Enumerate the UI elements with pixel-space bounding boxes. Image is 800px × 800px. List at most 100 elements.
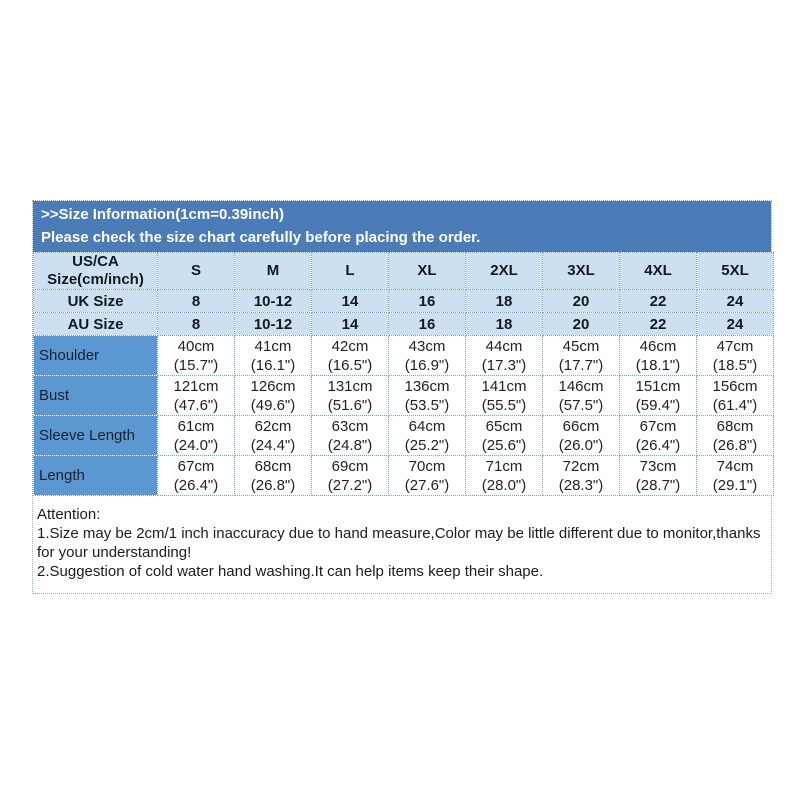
au-size-value: 18 [465,312,543,336]
attention-title: Attention: [37,506,101,523]
cm-value: 74cm [716,457,754,475]
au-size-row: AU Size 8 10-12 14 16 18 20 22 24 [33,312,774,336]
size-header-xl: XL [388,252,466,290]
shoulder-row: Shoulder 40cm (15.7") 41cm (16.1") 42cm (16… [33,335,774,376]
cm-value: 63cm [331,417,369,435]
inch-value: (59.4") [635,396,681,414]
au-size-value: 8 [157,312,235,336]
uk-size-value: 16 [388,289,466,313]
corner-line2: Size(cm/inch) [47,271,144,288]
measure-cell: 40cm (15.7") [157,335,235,376]
inch-value: (15.7") [173,356,219,374]
cm-value: 42cm [331,337,369,355]
inch-value: (57.5") [558,396,604,414]
au-size-value: 16 [388,312,466,336]
cm-value: 156cm [712,377,758,395]
au-size-value: 14 [311,312,389,336]
cm-value: 43cm [408,337,446,355]
table-header-row: US/CA Size(cm/inch) S M L XL 2XL 3XL 4XL… [33,252,774,290]
uk-size-row: UK Size 8 10-12 14 16 18 20 22 24 [33,289,774,313]
inch-value: (25.6") [481,436,527,454]
size-header-2xl: 2XL [465,252,543,290]
measure-cell: 66cm (26.0") [542,415,620,456]
inch-value: (24.4") [250,436,296,454]
cm-value: 46cm [639,337,677,355]
measure-cell: 61cm (24.0") [157,415,235,456]
measure-cell: 65cm (25.6") [465,415,543,456]
au-size-label: AU Size [33,312,158,336]
measure-cell: 126cm (49.6") [234,375,312,416]
au-size-value: 10-12 [234,312,312,336]
cm-value: 67cm [639,417,677,435]
length-row: Length 67cm (26.4") 68cm (26.8") 69cm (27.2… [33,455,774,496]
inch-value: (49.6") [250,396,296,414]
uk-size-value: 20 [542,289,620,313]
au-size-value: 24 [696,312,774,336]
measure-cell: 46cm (18.1") [619,335,697,376]
size-chart-sheet: >>Size Information(1cm=0.39inch) Please … [32,200,774,594]
attention-note-2: 2.Suggestion of cold water hand washing.… [37,563,544,580]
cm-value: 62cm [254,417,292,435]
uk-size-label: UK Size [33,289,158,313]
inch-value: (27.2") [327,476,373,494]
inch-value: (28.0") [481,476,527,494]
measure-cell: 68cm (26.8") [234,455,312,496]
size-chart-table: US/CA Size(cm/inch) S M L XL 2XL 3XL 4XL… [33,252,774,496]
uk-size-value: 8 [157,289,235,313]
cm-value: 151cm [635,377,681,395]
cm-value: 65cm [485,417,523,435]
cm-value: 70cm [408,457,446,475]
measure-cell: 146cm (57.5") [542,375,620,416]
cm-value: 141cm [481,377,527,395]
attention-note-1: 1.Size may be 2cm/1 inch inaccuracy due … [37,525,761,561]
measure-cell: 62cm (24.4") [234,415,312,456]
measure-cell: 67cm (26.4") [619,415,697,456]
cm-value: 61cm [177,417,215,435]
inch-value: (26.8") [712,436,758,454]
measure-cell: 73cm (28.7") [619,455,697,496]
inch-value: (16.5") [327,356,373,374]
inch-value: (18.1") [635,356,681,374]
banner-subtitle: Please check the size chart carefully be… [41,229,481,246]
inch-value: (28.7") [635,476,681,494]
corner-line1: US/CA [72,253,119,271]
inch-value: (25.2") [404,436,450,454]
cm-value: 71cm [485,457,523,475]
cm-value: 64cm [408,417,446,435]
banner-title: >>Size Information(1cm=0.39inch) [41,206,284,223]
measure-cell: 68cm (26.8") [696,415,774,456]
measure-cell: 44cm (17.3") [465,335,543,376]
inch-value: (16.9") [404,356,450,374]
cm-value: 69cm [331,457,369,475]
size-header-3xl: 3XL [542,252,620,290]
inch-value: (17.7") [558,356,604,374]
uk-size-value: 14 [311,289,389,313]
cm-value: 40cm [177,337,215,355]
size-header-s: S [157,252,235,290]
measure-cell: 121cm (47.6") [157,375,235,416]
inch-value: (16.1") [250,356,296,374]
measure-cell: 72cm (28.3") [542,455,620,496]
measure-cell: 64cm (25.2") [388,415,466,456]
cm-value: 44cm [485,337,523,355]
cm-value: 68cm [254,457,292,475]
uk-size-value: 10-12 [234,289,312,313]
inch-value: (27.6") [404,476,450,494]
measure-cell: 131cm (51.6") [311,375,389,416]
cm-value: 66cm [562,417,600,435]
inch-value: (28.3") [558,476,604,494]
measure-cell: 47cm (18.5") [696,335,774,376]
cm-value: 121cm [173,377,219,395]
size-header-l: L [311,252,389,290]
uk-size-value: 22 [619,289,697,313]
measure-cell: 41cm (16.1") [234,335,312,376]
measure-cell: 151cm (59.4") [619,375,697,416]
inch-value: (26.4") [173,476,219,494]
inch-value: (24.0") [173,436,219,454]
cm-value: 41cm [254,337,292,355]
measure-cell: 136cm (53.5") [388,375,466,416]
sleeve-length-row: Sleeve Length 61cm (24.0") 62cm (24.4") 63… [33,415,774,456]
measure-cell: 156cm (61.4") [696,375,774,416]
shoulder-row-label: Shoulder [33,335,158,376]
size-header-4xl: 4XL [619,252,697,290]
